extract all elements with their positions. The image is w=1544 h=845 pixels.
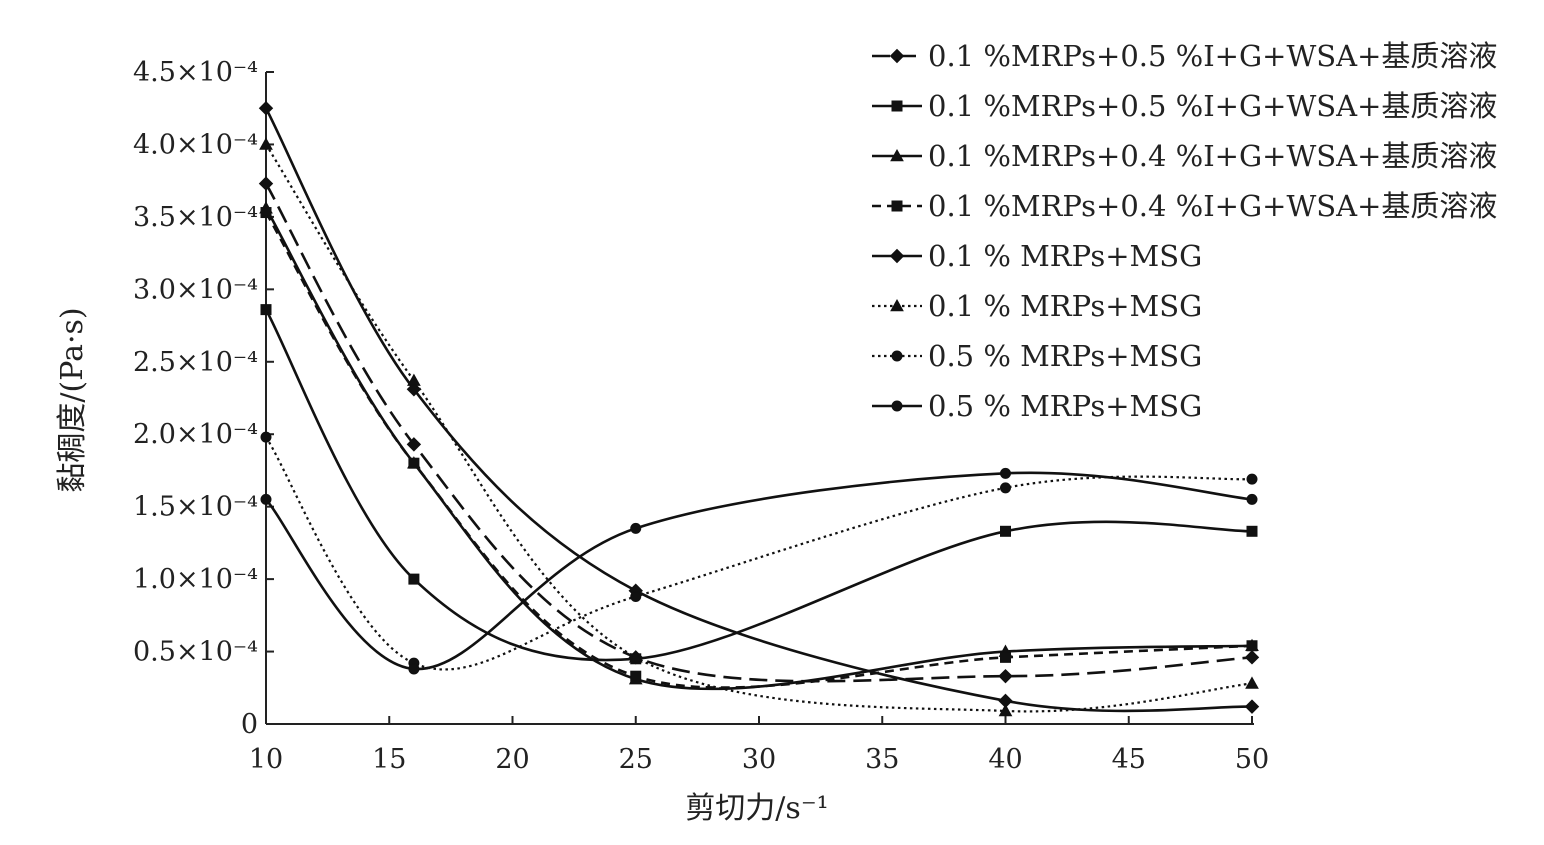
y-tick-label: 0 [241,709,258,740]
series-line [265,436,1253,671]
series-5 [258,101,1260,714]
x-axis-title: 剪切力/s⁻¹ [685,791,828,826]
data-point [260,431,272,443]
data-point [1246,493,1258,505]
y-tick-label: 4.0×10⁻⁴ [133,129,258,160]
data-point [630,522,642,534]
legend-label: 0.5 % MRPs+MSG [928,339,1202,373]
y-ticks: 0 0.5×10⁻⁴ 1.0×10⁻⁴ 1.5×10⁻⁴ 2.0×10⁻⁴ 2.5×10⁻… [133,57,274,740]
legend-swatch-marker [889,248,905,264]
x-tick-label: 30 [742,744,776,775]
legend-label: 0.1 %MRPs+0.5 %I+G+WSA+基质溶液 [928,89,1497,123]
x-tick-label: 50 [1235,744,1269,775]
x-tick-label: 25 [619,744,653,775]
data-point [1000,651,1011,663]
data-point [408,573,420,585]
data-point [1000,467,1011,479]
data-point [407,373,421,386]
legend-label: 0.1 % MRPs+MSG [928,289,1202,323]
data-point [260,304,272,316]
legend-swatch-marker [891,350,903,362]
legend-item: 0.1 % MRPs+MSG [872,239,1202,273]
x-tick-label: 15 [372,744,406,775]
legend-item: 0.1 %MRPs+0.5 %I+G+WSA+基质溶液 [872,89,1497,123]
x-tick-label: 20 [495,744,529,775]
y-tick-label: 0.5×10⁻⁴ [133,637,258,668]
x-tick-label: 35 [865,744,899,775]
legend-label: 0.1 %MRPs+0.4 %I+G+WSA+基质溶液 [928,139,1497,173]
data-point [408,457,420,469]
series-6 [259,137,1259,717]
data-point [260,493,272,505]
data-point [406,382,422,397]
legend-item: 0.1 %MRPs+0.4 %I+G+WSA+基质溶液 [872,189,1497,223]
y-axis-title: 黏稠度/(Pa·s) [55,307,90,492]
data-point [260,207,272,219]
y-tick-label: 2.0×10⁻⁴ [133,419,258,450]
data-point [258,101,274,116]
legend-swatch-marker [891,200,903,212]
series-4 [260,207,1258,689]
data-point [258,176,274,191]
legend-item: 0.1 % MRPs+MSG [872,289,1202,323]
y-tick-label: 3.5×10⁻⁴ [133,202,258,233]
y-tick-label: 3.0×10⁻⁴ [133,274,258,305]
legend-swatch-marker [891,100,903,112]
data-point [630,590,642,602]
legend-item: 0.5 % MRPs+MSG [872,339,1202,373]
legend-swatch-marker [889,48,905,64]
data-point [998,668,1013,684]
x-tick-label: 10 [249,744,283,775]
series-line [265,143,1253,713]
legend: 0.1 %MRPs+0.5 %I+G+WSA+基质溶液 0.1 %MRPs+0.5… [872,39,1497,423]
data-point [406,437,422,452]
legend-swatch-marker [890,298,904,312]
data-point [1000,482,1011,494]
x-ticks: 10 15 20 25 30 35 40 45 50 [249,716,1269,775]
legend-item: 0.1 %MRPs+0.4 %I+G+WSA+基质溶液 [872,139,1497,173]
data-point [1000,525,1011,537]
data-point [1246,640,1258,652]
y-tick-label: 1.5×10⁻⁴ [133,492,258,523]
data-point [1246,473,1258,485]
y-tick-label: 2.5×10⁻⁴ [133,347,258,378]
legend-item: 0.5 % MRPs+MSG [872,389,1202,423]
series-8 [260,467,1258,675]
data-point [1244,650,1260,665]
legend-label: 0.1 %MRPs+0.5 %I+G+WSA+基质溶液 [928,39,1497,73]
data-point [628,650,643,663]
legend-swatch-marker [891,400,903,412]
legend-swatch-marker [890,148,904,162]
y-tick-label: 4.5×10⁻⁴ [133,57,258,88]
data-point [998,703,1013,717]
legend-label: 0.1 %MRPs+0.4 %I+G+WSA+基质溶液 [928,189,1497,223]
legend-label: 0.5 % MRPs+MSG [928,389,1202,423]
data-point [408,663,420,675]
series-layer [258,101,1260,717]
data-point [1245,676,1259,689]
y-tick-label: 1.0×10⁻⁴ [133,564,258,595]
legend-item: 0.1 %MRPs+0.5 %I+G+WSA+基质溶液 [872,39,1497,73]
x-tick-label: 40 [988,744,1022,775]
data-point [1246,525,1258,537]
data-point [1244,699,1260,714]
data-point [630,670,642,682]
x-tick-label: 45 [1112,744,1146,775]
data-point [259,137,273,150]
legend-label: 0.1 % MRPs+MSG [928,239,1202,273]
